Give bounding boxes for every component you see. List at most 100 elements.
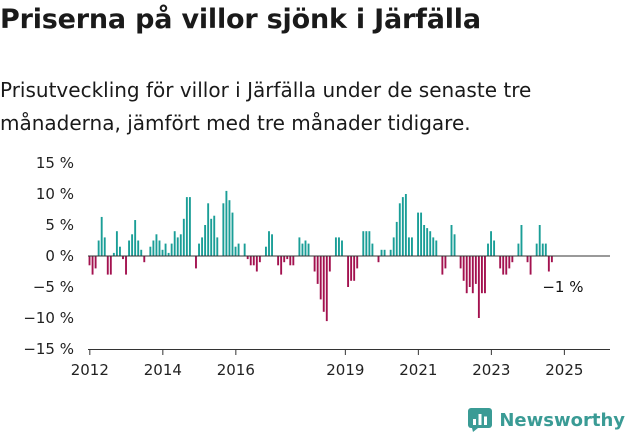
bar <box>103 237 106 256</box>
bar <box>328 256 331 272</box>
bar <box>195 256 197 269</box>
bar <box>350 256 353 281</box>
bar <box>362 231 365 256</box>
chart-subtitle: Prisutveckling för villor i Järfälla und… <box>0 78 532 135</box>
bar <box>471 256 474 294</box>
bar <box>88 256 91 266</box>
bar <box>493 240 496 256</box>
bar <box>143 256 146 263</box>
bar <box>94 256 97 269</box>
bar <box>450 225 453 256</box>
bar <box>389 249 392 256</box>
bar <box>526 256 529 263</box>
bar <box>474 256 477 284</box>
bar <box>170 243 173 256</box>
bar <box>179 234 182 256</box>
bar <box>283 256 286 263</box>
bar <box>417 212 419 256</box>
y-tick-label: −15 % <box>23 340 74 358</box>
bar <box>477 256 480 318</box>
bar <box>225 190 228 256</box>
bar <box>222 203 225 256</box>
x-tick-label: 2023 <box>472 361 510 379</box>
bar <box>198 243 200 256</box>
bar <box>468 256 471 287</box>
bar <box>131 234 134 256</box>
bar <box>407 237 410 256</box>
bar <box>298 237 301 256</box>
bar <box>322 256 325 312</box>
bar <box>316 256 319 284</box>
bar <box>383 249 386 256</box>
bar <box>499 256 502 269</box>
bar <box>502 256 505 275</box>
bar <box>164 243 167 256</box>
bar <box>134 220 137 256</box>
bar <box>265 246 267 256</box>
bar <box>404 194 407 256</box>
bar <box>426 228 429 256</box>
bar <box>158 240 161 256</box>
bar <box>392 237 395 256</box>
bar <box>432 237 435 256</box>
bar <box>155 234 158 256</box>
bar <box>301 243 304 256</box>
bar <box>429 231 432 256</box>
bar <box>490 231 492 256</box>
bar <box>420 212 423 256</box>
bar <box>255 256 258 272</box>
bar <box>371 243 374 256</box>
bar <box>210 218 213 256</box>
bar <box>325 256 328 322</box>
bar <box>365 231 368 256</box>
bar <box>334 237 337 256</box>
bar <box>541 243 544 256</box>
bar <box>462 256 465 281</box>
bar <box>97 240 100 256</box>
bar <box>453 234 456 256</box>
bar <box>128 240 131 256</box>
bar <box>234 246 237 256</box>
bar <box>176 237 179 256</box>
bar <box>484 256 486 294</box>
bar <box>444 256 447 269</box>
newsworthy-logo-icon <box>468 408 493 432</box>
bar <box>137 240 140 256</box>
brand-logo: Newsworthy <box>467 407 625 433</box>
bar <box>511 256 514 263</box>
x-tick-label: 2016 <box>217 361 255 379</box>
bar <box>185 197 188 256</box>
bar <box>204 225 207 256</box>
bar <box>167 252 170 256</box>
bar <box>538 225 541 256</box>
bar <box>435 240 438 256</box>
bar <box>243 243 246 256</box>
bar <box>289 256 292 266</box>
bar <box>100 216 103 256</box>
bar <box>115 231 118 256</box>
bar <box>173 231 176 256</box>
bar <box>411 237 413 256</box>
bar <box>547 256 550 272</box>
bar <box>228 200 231 256</box>
bar <box>119 246 121 256</box>
bar <box>347 256 350 287</box>
bar <box>395 221 398 256</box>
bar <box>182 218 185 256</box>
bar <box>258 256 261 263</box>
y-tick-label: −5 % <box>33 278 74 296</box>
bar <box>122 256 124 260</box>
annotations: −1 % <box>542 278 583 296</box>
bar <box>277 256 280 266</box>
bar <box>286 256 289 260</box>
bar <box>341 240 343 256</box>
bar <box>508 256 511 269</box>
bar <box>161 249 164 256</box>
x-tick-label: 2014 <box>144 361 182 379</box>
bar <box>207 203 210 256</box>
bar <box>216 237 219 256</box>
bar <box>91 256 94 275</box>
y-tick-label: 15 % <box>36 154 74 172</box>
bar <box>441 256 444 275</box>
